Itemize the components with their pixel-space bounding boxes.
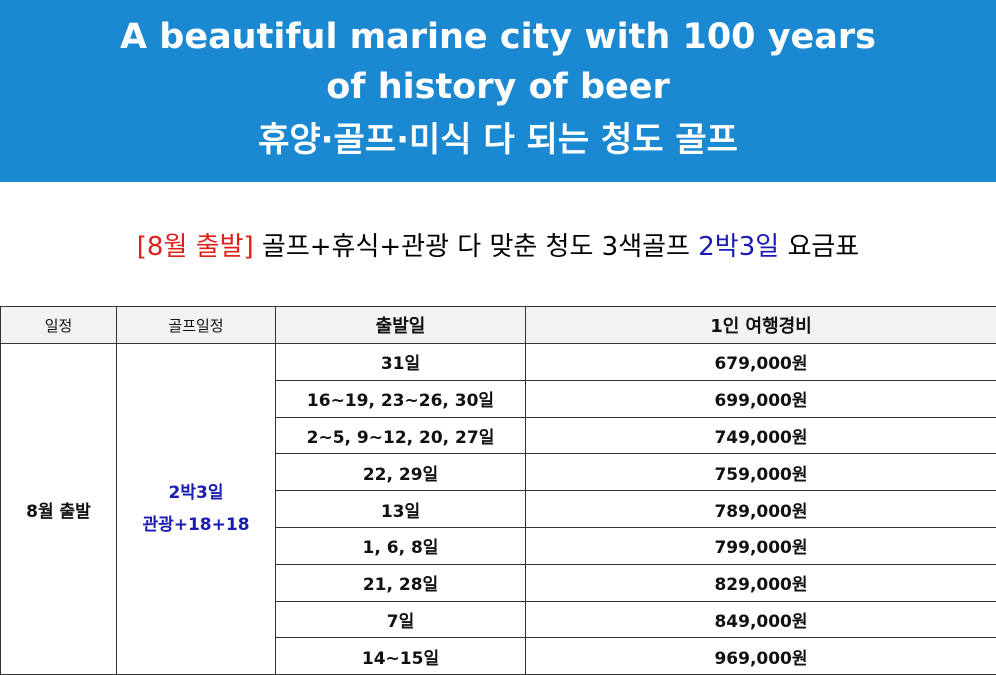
header-row: 일정 골프일정 출발일 1인 여행경비 xyxy=(0,306,996,344)
header-cell: 1인 여행경비 xyxy=(525,306,996,344)
banner-line: of history of beer xyxy=(326,67,670,107)
departure-cell: 22, 29일 xyxy=(275,453,526,492)
subtitle-part: [8월 출발] xyxy=(136,232,254,262)
table-row: 8월 출발 2박3일 관광+18+18 31일 679,000원 xyxy=(0,342,996,675)
price-cell: 679,000원 xyxy=(525,343,996,381)
golf-line: 2박3일 xyxy=(168,483,224,504)
subtitle: [8월 출발] 골프+휴식+관광 다 맞춘 청도 3색골프 2박3일 요금표 xyxy=(0,226,996,263)
departure-cell: 7일 xyxy=(275,600,526,639)
price-cell: 759,000원 xyxy=(525,453,996,492)
table-row: 13일 789,000원 xyxy=(1,490,996,528)
period-cell: 8월 출발 xyxy=(0,342,117,675)
table-row: 2~5, 9~12, 20, 27일 749,000원 xyxy=(1,416,996,455)
golf-line: 관광+18+18 xyxy=(142,515,250,536)
price-cell: 849,000원 xyxy=(525,600,996,639)
departure-cell: 13일 xyxy=(275,490,526,528)
table-body: 8월 출발 2박3일 관광+18+18 31일 679,000원 16~19, 23~26… xyxy=(0,342,996,675)
departure-cell: 14~15일 xyxy=(275,637,526,675)
table-row: 21, 28일 829,000원 xyxy=(1,563,996,602)
header-cell: 출발일 xyxy=(275,306,526,344)
table-row: 7일 849,000원 xyxy=(1,600,996,639)
price-table: 일정 골프일정 출발일 1인 여행경비 8월 출발 2박3일 관광+18+18 31일… xyxy=(0,306,996,675)
table-row: 16~19, 23~26, 30일 699,000원 xyxy=(1,379,996,418)
price-cell: 699,000원 xyxy=(525,379,996,418)
table-row: 22, 29일 759,000원 xyxy=(1,453,996,492)
price-cell: 799,000원 xyxy=(525,526,996,565)
departure-cell: 31일 xyxy=(275,343,526,381)
price-cell: 829,000원 xyxy=(525,563,996,602)
header-cell: 골프일정 xyxy=(116,306,276,344)
price-cell: 749,000원 xyxy=(525,416,996,455)
departure-cell: 1, 6, 8일 xyxy=(275,526,526,565)
table-row: 1, 6, 8일 799,000원 xyxy=(1,526,996,565)
header-cell: 일정 xyxy=(0,306,117,344)
departure-cell: 16~19, 23~26, 30일 xyxy=(275,379,526,418)
subtitle-part: 2박3일 xyxy=(698,232,780,262)
price-cell: 789,000원 xyxy=(525,490,996,528)
table-row: 14~15일 969,000원 xyxy=(1,637,996,675)
banner-line: A beautiful marine city with 100 years xyxy=(120,17,876,57)
subtitle-part: 골프+휴식+관광 다 맞춘 청도 3색골프 xyxy=(261,232,690,262)
banner-line: 휴양·골프·미식 다 되는 청도 골프 xyxy=(258,120,738,160)
departure-cell: 21, 28일 xyxy=(275,563,526,602)
departure-cell: 2~5, 9~12, 20, 27일 xyxy=(275,416,526,455)
subtitle-part: 요금표 xyxy=(787,232,860,262)
banner: A beautiful marine city with 100 years o… xyxy=(0,0,996,182)
price-cell: 969,000원 xyxy=(525,637,996,675)
